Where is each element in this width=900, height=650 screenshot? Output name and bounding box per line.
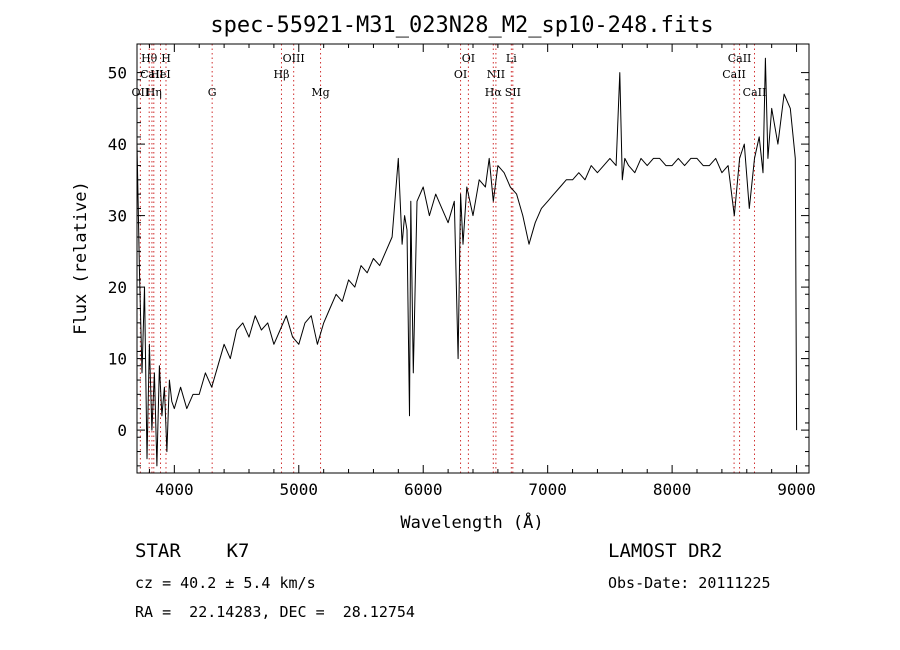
chart-title: spec-55921-M31_023N28_M2_sp10-248.fits xyxy=(210,13,713,38)
y-tick-label: 40 xyxy=(108,135,127,154)
marker-label: CaII xyxy=(722,68,746,81)
plot-frame xyxy=(136,43,810,474)
y-tick-label: 10 xyxy=(108,350,127,369)
marker-label: CaII xyxy=(743,86,767,99)
y-axis-label: Flux (relative) xyxy=(71,181,91,335)
marker-label: CaII xyxy=(728,52,752,65)
x-tick-label: 9000 xyxy=(777,480,816,499)
marker-label: Hη xyxy=(146,86,162,99)
marker-label: CaII xyxy=(140,68,164,81)
marker-label: Hβ xyxy=(274,68,290,81)
y-tick-label: 50 xyxy=(108,64,127,83)
plot-area xyxy=(136,57,798,467)
spectral-class: STAR K7 xyxy=(135,540,250,562)
survey-name: LAMOST DR2 xyxy=(608,540,723,562)
marker-label: H xyxy=(161,52,171,65)
marker-label: Li xyxy=(506,52,517,65)
redshift-value: cz = 40.2 ± 5.4 km/s xyxy=(135,574,316,592)
y-tick-label: 20 xyxy=(108,278,127,297)
marker-label: HeI xyxy=(150,68,170,81)
coordinates: RA = 22.14283, DEC = 28.12754 xyxy=(135,603,415,621)
marker-label: OI xyxy=(462,52,475,65)
y-tick-label: 0 xyxy=(117,421,127,440)
y-tick-label: 30 xyxy=(108,207,127,226)
spectrum-chart: spec-55921-M31_023N28_M2_sp10-248.fits H… xyxy=(71,13,816,533)
marker-label: OIII xyxy=(283,52,305,65)
marker-label: NII xyxy=(487,68,505,81)
x-tick-label: 5000 xyxy=(280,480,319,499)
x-tick-label: 8000 xyxy=(653,480,692,499)
observation-date: Obs-Date: 20111225 xyxy=(608,574,771,592)
marker-label: OI xyxy=(454,68,467,81)
spectrum-line xyxy=(136,57,798,467)
marker-label: Mg xyxy=(311,86,329,99)
x-tick-label: 7000 xyxy=(528,480,567,499)
marker-label: OII xyxy=(132,86,150,99)
x-tick-label: 4000 xyxy=(155,480,194,499)
marker-label: SII xyxy=(505,86,521,99)
marker-label: Hθ xyxy=(141,52,158,65)
axis-ticks: 4000 5000 6000 7000 8000 9000 0 10 20 30 40 50 xyxy=(108,44,816,499)
x-tick-label: 6000 xyxy=(404,480,443,499)
marker-label: G xyxy=(208,86,217,99)
marker-label: Hα xyxy=(485,86,503,99)
x-axis-label: Wavelength (Å) xyxy=(400,511,543,533)
